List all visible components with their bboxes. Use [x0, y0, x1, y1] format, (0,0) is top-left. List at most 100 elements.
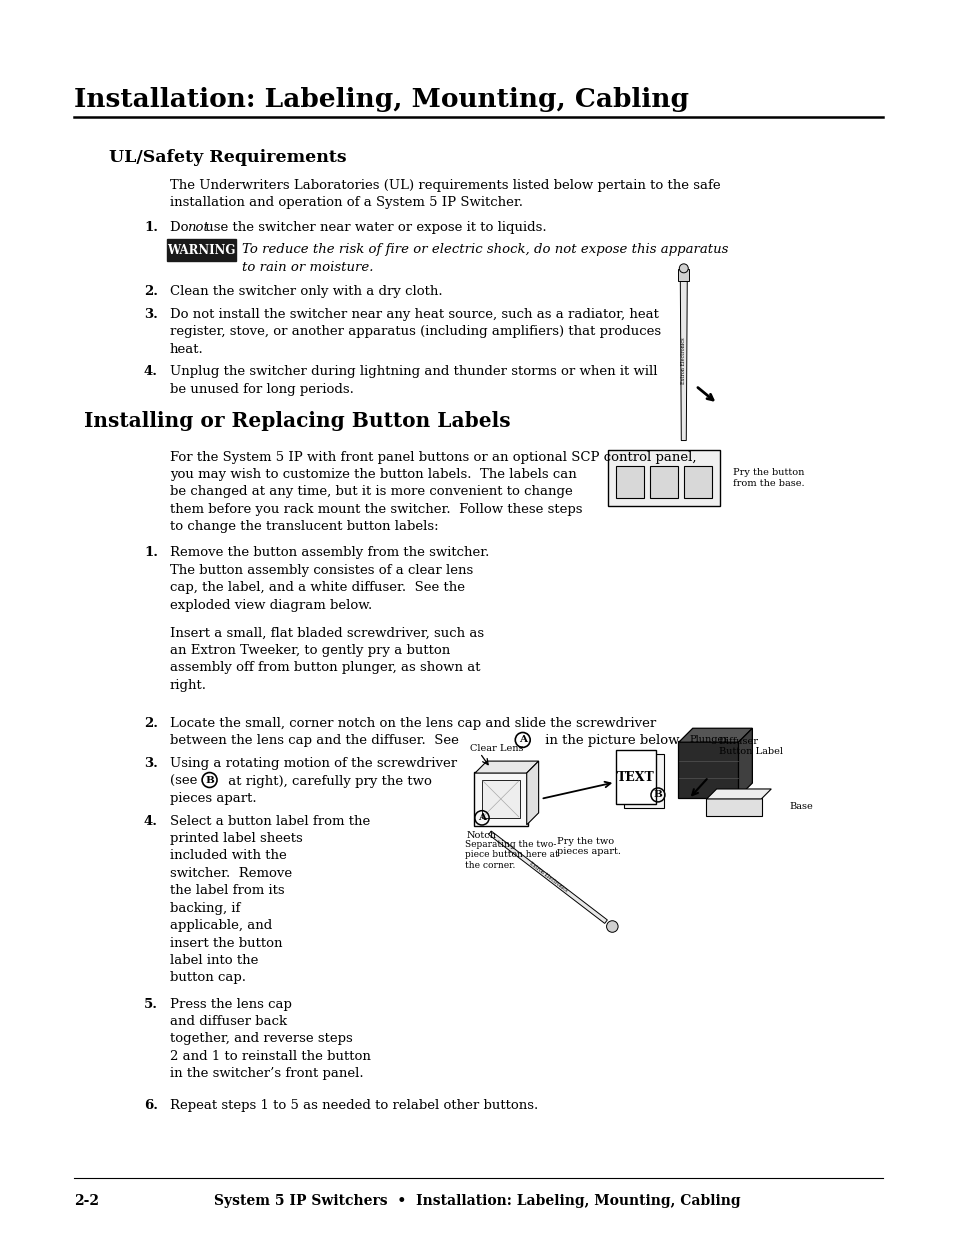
Text: The button assembly consistes of a clear lens: The button assembly consistes of a clear… — [170, 563, 473, 577]
FancyBboxPatch shape — [616, 750, 656, 804]
Text: not: not — [187, 221, 209, 233]
FancyBboxPatch shape — [623, 755, 663, 808]
FancyBboxPatch shape — [474, 772, 527, 826]
Text: printed label sheets: printed label sheets — [170, 832, 302, 845]
Text: applicable, and: applicable, and — [170, 919, 272, 932]
FancyBboxPatch shape — [167, 240, 236, 262]
Text: 5.: 5. — [144, 998, 158, 1010]
Text: UL/Safety Requirements: UL/Safety Requirements — [109, 149, 347, 167]
Text: The Underwriters Laboratories (UL) requirements listed below pertain to the safe: The Underwriters Laboratories (UL) requi… — [170, 179, 720, 191]
Text: 6.: 6. — [144, 1099, 158, 1112]
Text: Separating the two-
piece button here at
the corner.: Separating the two- piece button here at… — [464, 840, 558, 869]
Polygon shape — [526, 761, 538, 825]
Text: and diffuser back: and diffuser back — [170, 1015, 287, 1028]
Text: Locate the small, corner notch on the lens cap and slide the screwdriver: Locate the small, corner notch on the le… — [170, 718, 656, 730]
Text: assembly off from button plunger, as shown at: assembly off from button plunger, as sho… — [170, 661, 479, 674]
Text: between the lens cap and the diffuser.  See: between the lens cap and the diffuser. S… — [170, 735, 462, 747]
Text: Select a button label from the: Select a button label from the — [170, 815, 370, 827]
Text: B: B — [205, 776, 213, 784]
Text: 4.: 4. — [144, 366, 158, 378]
Text: button cap.: button cap. — [170, 972, 246, 984]
Text: in the picture below.: in the picture below. — [540, 735, 681, 747]
Text: Pry the two
pieces apart.: Pry the two pieces apart. — [556, 837, 619, 856]
FancyBboxPatch shape — [616, 467, 643, 498]
Text: register, stove, or another apparatus (including amplifiers) that produces: register, stove, or another apparatus (i… — [170, 325, 660, 338]
Text: be unused for long periods.: be unused for long periods. — [170, 383, 354, 395]
Text: at right), carefully pry the two: at right), carefully pry the two — [224, 774, 432, 788]
Text: Clean the switcher only with a dry cloth.: Clean the switcher only with a dry cloth… — [170, 285, 442, 298]
Text: (see: (see — [170, 774, 201, 788]
FancyBboxPatch shape — [649, 467, 678, 498]
Text: to change the translucent button labels:: to change the translucent button labels: — [170, 520, 438, 534]
Text: Remove the button assembly from the switcher.: Remove the button assembly from the swit… — [170, 546, 489, 559]
Polygon shape — [488, 831, 607, 924]
Text: Diffuser: Diffuser — [718, 737, 758, 746]
Text: in the switcher’s front panel.: in the switcher’s front panel. — [170, 1067, 363, 1081]
Text: To reduce the risk of fire or electric shock, do not expose this apparatus: To reduce the risk of fire or electric s… — [242, 243, 728, 257]
Text: TEXT: TEXT — [617, 771, 655, 783]
FancyBboxPatch shape — [481, 781, 519, 818]
Text: Repeat steps 1 to 5 as needed to relabel other buttons.: Repeat steps 1 to 5 as needed to relabel… — [170, 1099, 537, 1112]
Text: For the System 5 IP with front panel buttons or an optional SCP control panel,: For the System 5 IP with front panel but… — [170, 451, 696, 463]
Text: exploded view diagram below.: exploded view diagram below. — [170, 599, 372, 611]
Text: cap, the label, and a white diffuser.  See the: cap, the label, and a white diffuser. Se… — [170, 582, 464, 594]
Polygon shape — [475, 761, 538, 773]
Text: Notch: Notch — [466, 831, 497, 840]
Text: 1.: 1. — [144, 546, 158, 559]
Text: Pry the button
from the base.: Pry the button from the base. — [733, 468, 804, 488]
Polygon shape — [706, 789, 770, 799]
Text: Installing or Replacing Button Labels: Installing or Replacing Button Labels — [84, 411, 511, 431]
Text: insert the button: insert the button — [170, 936, 282, 950]
Polygon shape — [679, 729, 752, 742]
Text: an Extron Tweeker, to gently pry a button: an Extron Tweeker, to gently pry a butto… — [170, 643, 450, 657]
Text: be changed at any time, but it is more convenient to change: be changed at any time, but it is more c… — [170, 485, 572, 499]
Text: 1.: 1. — [144, 221, 158, 233]
Text: Extron Electronics: Extron Electronics — [527, 861, 567, 893]
Text: 2 and 1 to reinstall the button: 2 and 1 to reinstall the button — [170, 1050, 371, 1063]
Polygon shape — [679, 282, 686, 441]
Text: backing, if: backing, if — [170, 902, 240, 915]
Text: 4.: 4. — [144, 815, 158, 827]
Text: the label from its: the label from its — [170, 884, 284, 898]
Text: Do not install the switcher near any heat source, such as a radiator, heat: Do not install the switcher near any hea… — [170, 308, 658, 321]
Text: 2.: 2. — [144, 718, 158, 730]
Text: switcher.  Remove: switcher. Remove — [170, 867, 292, 879]
FancyBboxPatch shape — [705, 798, 761, 816]
Text: System 5 IP Switchers  •  Installation: Labeling, Mounting, Cabling: System 5 IP Switchers • Installation: La… — [213, 1194, 740, 1208]
Text: right.: right. — [170, 679, 207, 692]
Text: use the switcher near water or expose it to liquids.: use the switcher near water or expose it… — [201, 221, 546, 233]
Text: together, and reverse steps: together, and reverse steps — [170, 1032, 353, 1045]
Text: Unplug the switcher during lightning and thunder storms or when it will: Unplug the switcher during lightning and… — [170, 366, 657, 378]
Text: 2.: 2. — [144, 285, 158, 298]
Text: Plunger: Plunger — [688, 735, 727, 745]
Text: Extron Electronics: Extron Electronics — [680, 337, 685, 384]
Polygon shape — [678, 269, 688, 282]
Text: WARNING: WARNING — [167, 243, 235, 257]
Text: Installation: Labeling, Mounting, Cabling: Installation: Labeling, Mounting, Cablin… — [74, 88, 689, 112]
Text: Using a rotating motion of the screwdriver: Using a rotating motion of the screwdriv… — [170, 757, 456, 771]
Text: pieces apart.: pieces apart. — [170, 792, 256, 805]
Circle shape — [679, 264, 687, 273]
Text: label into the: label into the — [170, 953, 258, 967]
Text: heat.: heat. — [170, 343, 203, 356]
Text: installation and operation of a System 5 IP Switcher.: installation and operation of a System 5… — [170, 196, 522, 210]
Text: Insert a small, flat bladed screwdriver, such as: Insert a small, flat bladed screwdriver,… — [170, 626, 483, 640]
Text: to rain or moisture.: to rain or moisture. — [242, 261, 374, 274]
FancyBboxPatch shape — [678, 741, 739, 798]
Text: A: A — [518, 736, 526, 745]
Polygon shape — [738, 729, 752, 797]
Text: Clear Lens: Clear Lens — [470, 743, 523, 752]
Text: 2-2: 2-2 — [74, 1194, 99, 1208]
Circle shape — [606, 921, 618, 932]
Text: 3.: 3. — [144, 757, 157, 771]
Text: B: B — [653, 790, 661, 799]
Text: Button Label: Button Label — [718, 747, 781, 756]
Text: Press the lens cap: Press the lens cap — [170, 998, 292, 1010]
FancyBboxPatch shape — [608, 450, 719, 506]
FancyBboxPatch shape — [683, 467, 711, 498]
Text: them before you rack mount the switcher.  Follow these steps: them before you rack mount the switcher.… — [170, 503, 581, 516]
Text: A: A — [477, 814, 485, 823]
Text: Base: Base — [788, 803, 812, 811]
Text: 3.: 3. — [144, 308, 157, 321]
Text: you may wish to customize the button labels.  The labels can: you may wish to customize the button lab… — [170, 468, 576, 480]
